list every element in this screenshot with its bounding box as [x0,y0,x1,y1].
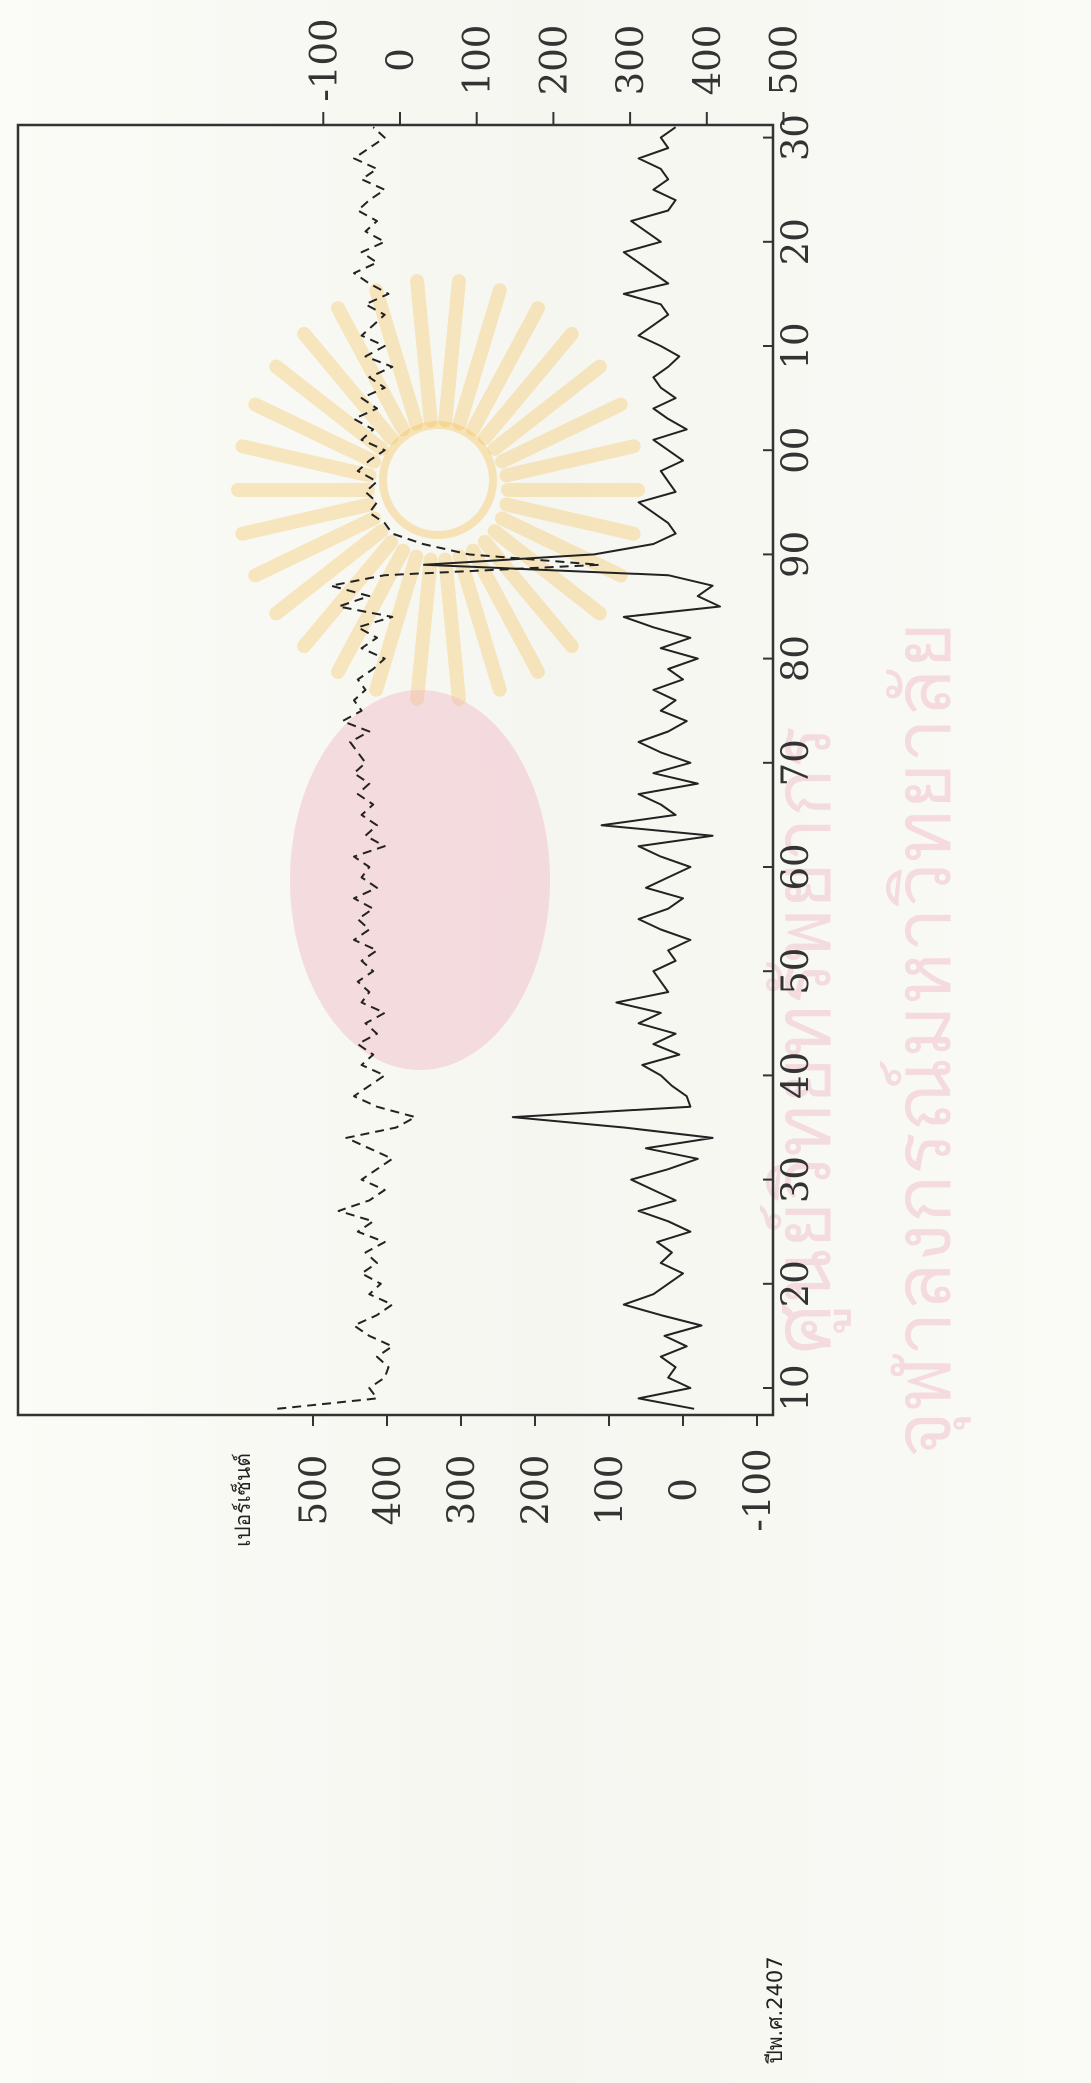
x-tick-label: 10 [774,1364,817,1411]
right-tick-label: 0 [379,48,422,72]
left-tick-label: 200 [514,1455,557,1526]
right-tick-label: -100 [302,18,345,101]
left-tick-label: -100 [736,1448,779,1531]
x-tick-label: 20 [774,218,817,265]
right-tick-label: 400 [686,25,729,96]
right-tick-label: 300 [609,25,652,96]
left-tick-label: 300 [440,1455,483,1526]
x-tick-label: 70 [774,739,817,786]
right-axis-ticks: -100 0 100 200 300 400 500 [302,18,806,125]
footnote-year: ปีพ.ศ.2407 [763,1956,787,2064]
plot-frame [16,123,775,1417]
watermark-line-1: ศูนย์วิทยทรัพยากร [756,726,851,1355]
right-tick-label: 500 [763,25,806,96]
x-tick-label: 40 [774,1052,817,1099]
left-axis-ticks: -100 0 100 200 300 400 500 [292,1415,779,1532]
x-tick-label: 00 [774,427,817,474]
series-dashed-line [277,126,601,1410]
watermark-line-2: จุฬาลงกรณ์มหาวิทยาลัย [876,622,971,1458]
x-tick-label: 80 [774,635,817,682]
x-tick-label: 30 [774,114,817,161]
left-tick-label: 0 [662,1478,705,1502]
left-axis-unit-label: เปอร์เซ็นต์ [229,1453,255,1547]
x-tick-label: 30 [774,1156,817,1203]
left-tick-label: 500 [292,1455,335,1526]
x-tick-label: 10 [774,322,817,369]
left-tick-label: 100 [588,1455,631,1526]
watermark: ศูนย์วิทยทรัพยากร จุฬาลงกรณ์มหาวิทยาลัย [231,274,971,1458]
right-tick-label: 200 [532,25,575,96]
emblem-watermark-icon [231,274,645,1070]
x-tick-label: 50 [774,948,817,995]
right-tick-label: 100 [456,25,499,96]
x-tick-label: 60 [774,843,817,890]
left-tick-label: 400 [366,1455,409,1526]
x-tick-label: 20 [774,1260,817,1307]
series-layer [277,126,721,1410]
x-axis-ticks: 10 20 30 40 50 60 70 80 90 00 10 20 30 [763,114,817,1412]
x-tick-label: 90 [774,531,817,578]
series-solid-line [423,126,721,1410]
